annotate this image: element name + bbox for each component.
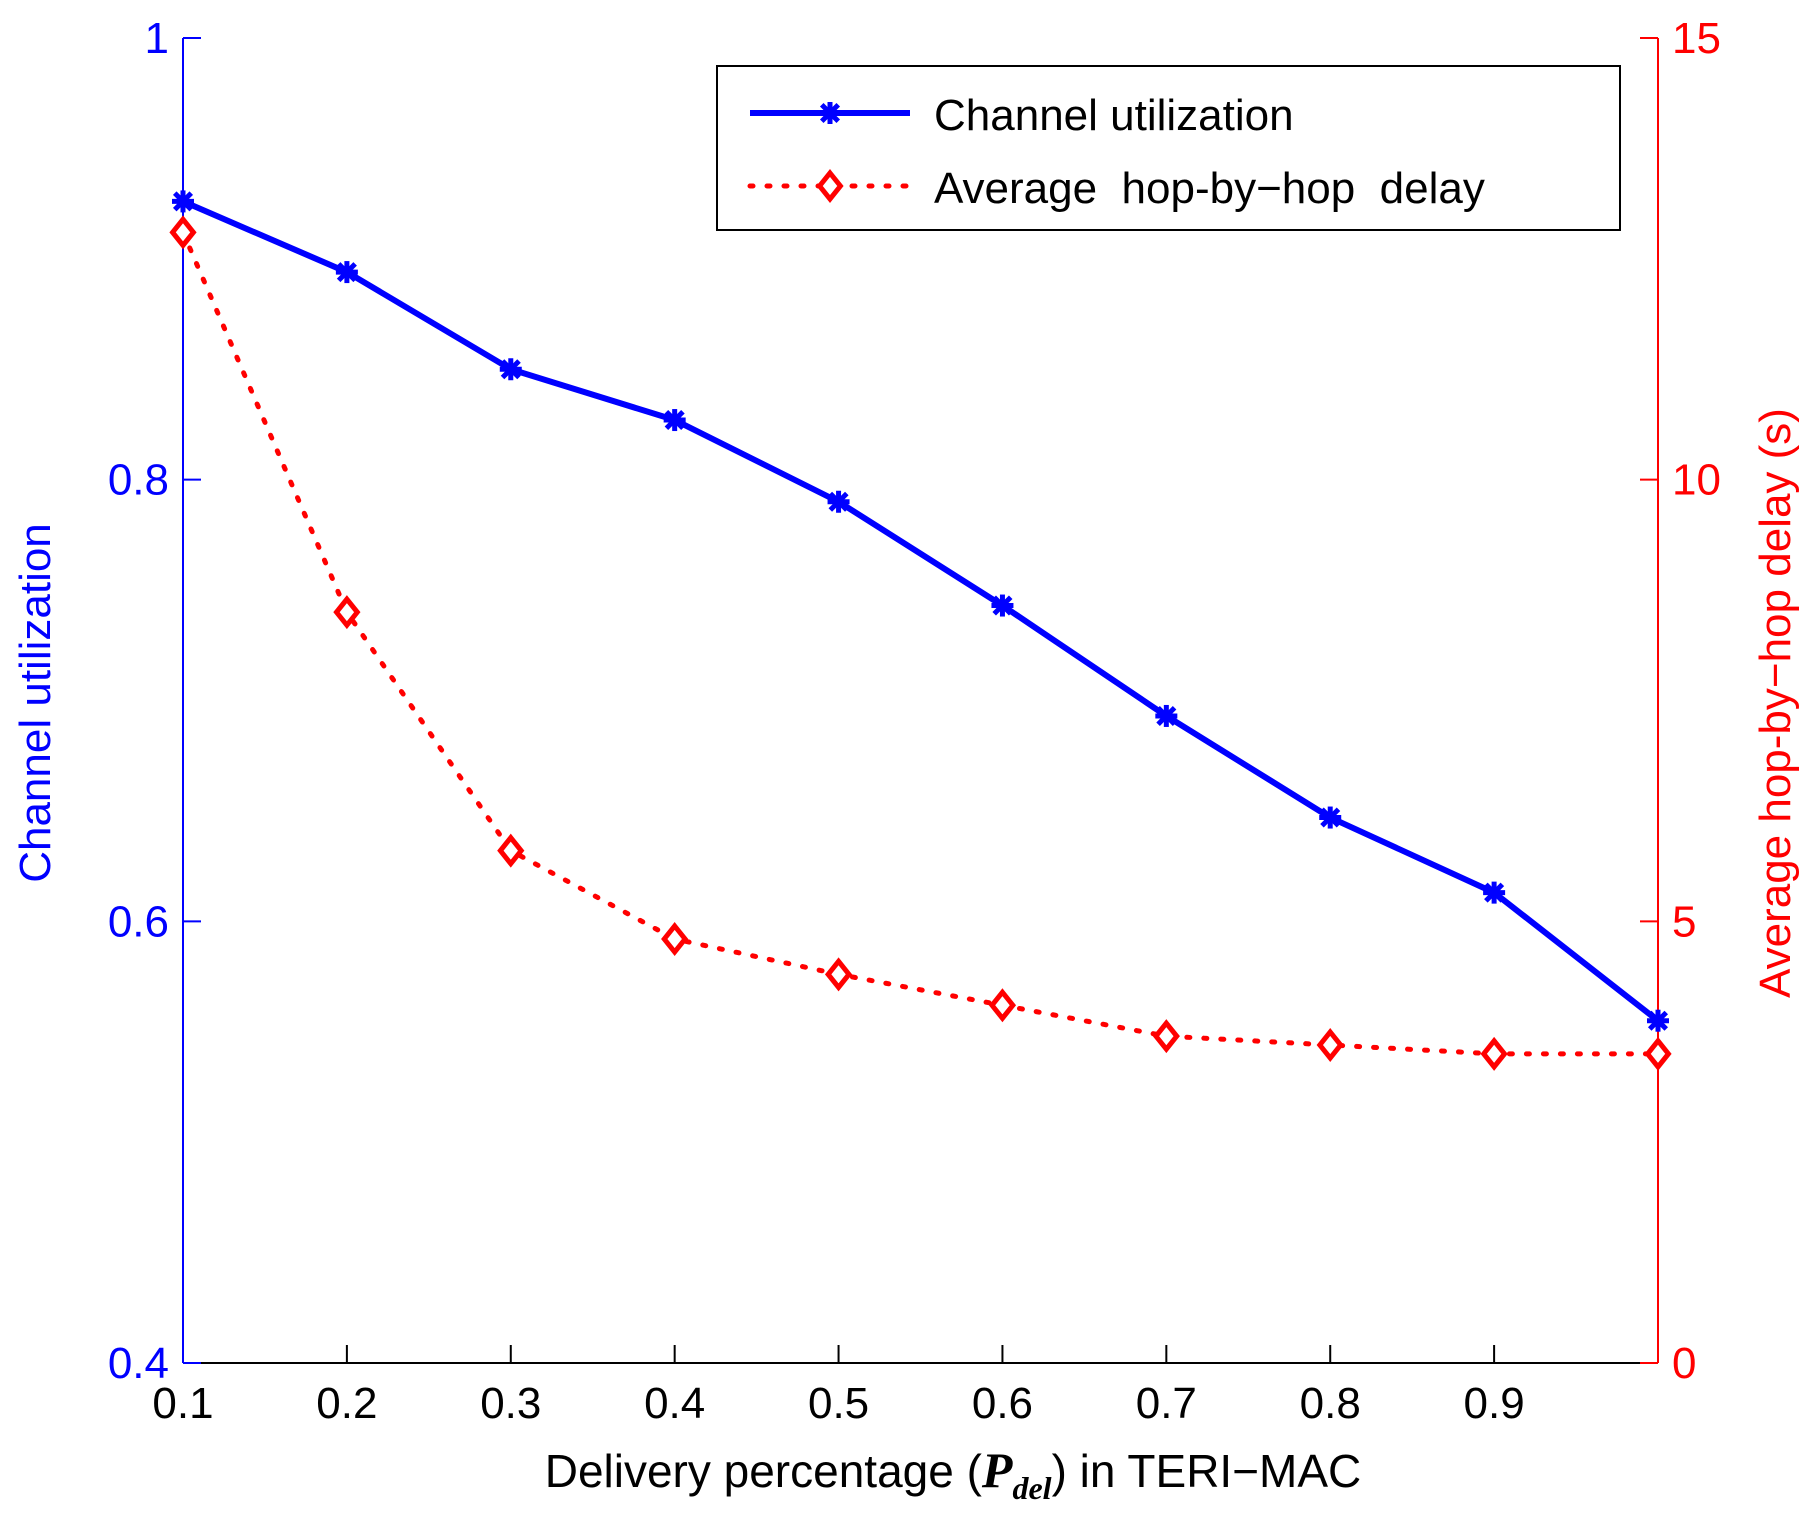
x-axis-label-subscript: del [1012,1470,1051,1506]
data-point-marker-stroke [1647,1010,1669,1031]
series-0 [172,190,1669,1032]
data-point-marker-stroke [664,410,685,431]
data-point-marker-stroke [1156,705,1177,726]
series-line-0 [181,198,1660,1024]
y-axis-left-label: Channel utilization [11,523,60,883]
legend: Channel utilization Average hop-by−hop d… [716,65,1621,231]
y-right-tick-label: 0 [1672,1339,1696,1388]
y-left-tick-label: 0.4 [108,1339,169,1388]
data-point-marker [988,988,1017,1023]
series-layer [169,190,1672,1071]
data-point-marker-stroke [1320,807,1341,828]
y-right-tick-label: 10 [1672,456,1721,505]
data-point-marker-stroke [500,359,521,380]
data-point-marker [824,957,853,992]
legend-box [716,65,1621,231]
data-point-marker [663,409,686,432]
data-point-marker-stroke [336,262,357,283]
legend-marker-hop-delay [816,168,844,204]
data-point-marker [1155,704,1178,727]
data-point-marker [1647,1009,1669,1032]
series-1 [169,215,1672,1071]
data-point-marker [499,358,522,381]
data-point-marker-stroke [1484,882,1505,903]
x-tick-label: 0.8 [1300,1379,1361,1428]
legend-label-hop-delay: Average hop-by−hop delay [934,164,1485,213]
data-point-marker-stroke [992,595,1013,616]
data-point-marker [497,833,525,868]
data-point-marker [169,215,197,250]
y-left-tick-label: 1 [145,14,169,63]
x-tick-label: 0.4 [644,1379,705,1428]
data-point-marker-stroke [172,191,194,212]
data-point-marker [1152,1019,1180,1054]
y-right-tick-label: 15 [1672,14,1721,63]
x-tick-label: 0.1 [152,1379,213,1428]
data-point-marker [1319,806,1342,829]
x-axis-label-prefix: Delivery percentage ( [545,1445,983,1497]
legend-label-channel-utilization: Channel utilization [934,91,1294,140]
x-axis-label-suffix: ) in TERI−MAC [1052,1445,1362,1497]
legend-asterisk [819,102,841,124]
data-point-marker [827,490,850,513]
data-point-marker [1316,1027,1344,1063]
data-point-marker [1644,1036,1672,1071]
y-right-tick-label: 5 [1672,897,1696,946]
x-tick-label: 0.2 [316,1379,377,1428]
x-axis-label: Delivery percentage (Pdel) in TERI−MAC [545,1442,1362,1506]
data-point-marker-stroke [828,491,849,512]
x-tick-label: 0.9 [1464,1379,1525,1428]
data-point-marker [1483,881,1506,904]
legend-marker-channel-utilization [819,102,841,124]
data-point-marker [333,595,361,630]
x-axis: 0.1 0.2 0.3 0.4 0.5 0.6 0.7 0.8 0.9 [152,1345,1658,1428]
data-point-marker [661,921,689,957]
data-point-marker [335,261,358,284]
legend-diamond [816,168,844,204]
x-tick-label: 0.3 [480,1379,541,1428]
data-point-marker [1480,1036,1508,1071]
x-tick-label: 0.6 [972,1379,1033,1428]
x-tick-label: 0.7 [1136,1379,1197,1428]
y-left-tick-label: 0.8 [108,456,169,505]
x-tick-label: 0.5 [808,1379,869,1428]
series-line-1 [180,229,1661,1057]
y-axis-right: 0 5 10 15 [1640,14,1721,1388]
x-axis-label-symbol: P [981,1442,1013,1498]
data-point-marker [172,190,194,213]
y-left-tick-label: 0.6 [108,897,169,946]
legend-asterisk-stroke [819,102,841,124]
y-axis-right-label: Average hop-by−hop delay (s) [1751,408,1800,998]
y-axis-left: 0.4 0.6 0.8 1 [108,14,201,1388]
data-point-marker [991,594,1014,617]
